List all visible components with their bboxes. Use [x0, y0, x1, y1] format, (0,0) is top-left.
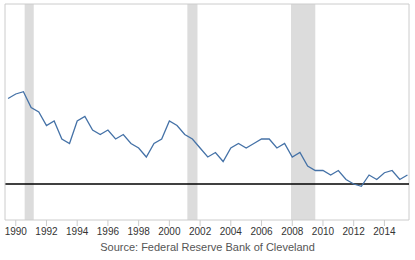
- svg-text:1998: 1998: [128, 226, 151, 237]
- svg-text:2010: 2010: [312, 226, 335, 237]
- svg-text:1994: 1994: [66, 226, 89, 237]
- svg-text:2004: 2004: [220, 226, 243, 237]
- svg-text:2014: 2014: [373, 226, 396, 237]
- svg-text:1990: 1990: [8, 226, 27, 237]
- svg-text:2008: 2008: [281, 226, 304, 237]
- svg-text:2006: 2006: [250, 226, 273, 237]
- svg-text:2002: 2002: [189, 226, 212, 237]
- svg-text:2012: 2012: [343, 226, 366, 237]
- svg-text:1992: 1992: [35, 226, 58, 237]
- html-text:Source: Federal Reserve Bank o: Source: Federal Reserve Bank of Clevelan…: [100, 241, 315, 253]
- svg-text:1996: 1996: [97, 226, 120, 237]
- svg-text:2000: 2000: [158, 226, 181, 237]
